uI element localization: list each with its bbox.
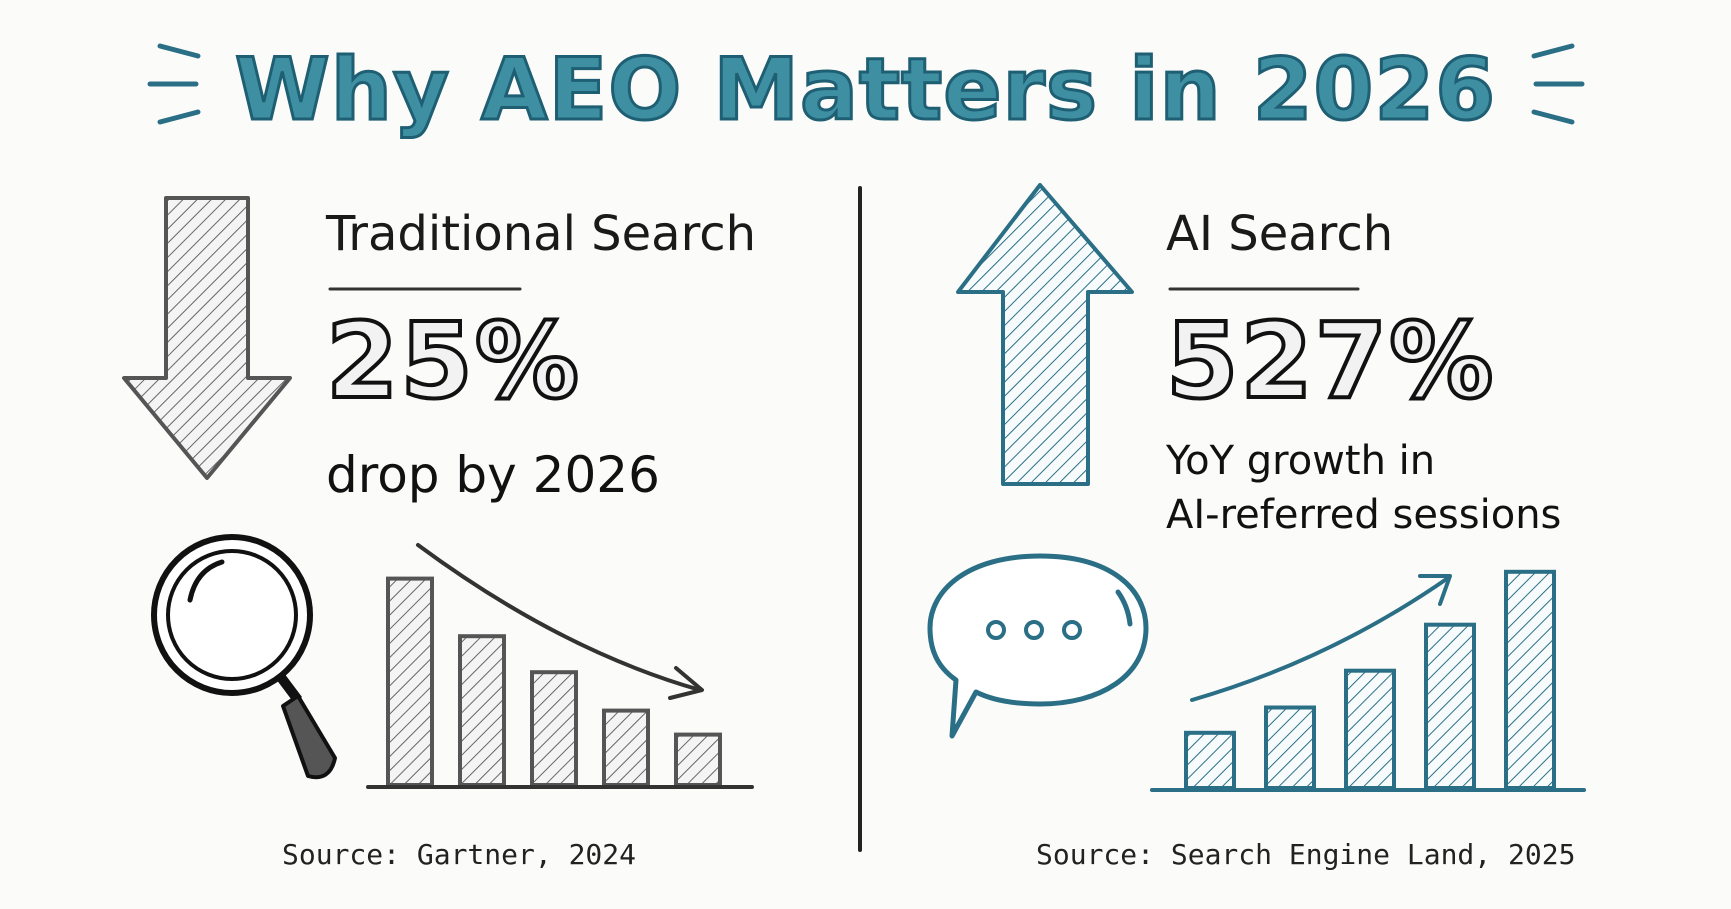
right-source: Source: Search Engine Land, 2025	[1036, 838, 1576, 871]
left-heading: Traditional Search	[326, 206, 757, 262]
chat-bubble-icon	[927, 553, 1149, 739]
right-bar-1	[1184, 730, 1236, 790]
page-title: Why AEO Matters in 2026	[233, 39, 1497, 142]
left-bar-5	[674, 732, 722, 787]
declining-bars-icon	[386, 576, 722, 788]
right-trend-arrowhead	[1418, 574, 1452, 606]
left-caption: drop by 2026	[326, 446, 660, 504]
left-bar-1	[386, 576, 434, 787]
right-bar-3	[1344, 668, 1396, 791]
left-source: Source: Gartner, 2024	[282, 838, 637, 871]
right-heading: AI Search	[1166, 206, 1394, 262]
left-bar-3	[530, 670, 578, 788]
magnifying-glass-icon	[151, 534, 337, 780]
right-bar-4	[1424, 622, 1476, 791]
right-caption-line2: AI-referred sessions	[1166, 492, 1562, 538]
title-decoration-right	[1531, 43, 1585, 125]
left-trend-arrow	[416, 543, 702, 692]
left-bar-2	[458, 634, 506, 788]
right-bar-2	[1264, 705, 1316, 790]
down-arrow-icon	[122, 196, 292, 480]
right-caption-line1: YoY growth in	[1166, 438, 1436, 484]
title-decoration-left	[147, 43, 201, 125]
left-stat: 25%	[324, 298, 581, 424]
right-trend-arrow	[1190, 576, 1450, 702]
right-bar-5	[1504, 569, 1556, 790]
left-trend-arrowhead	[668, 666, 704, 700]
left-bar-4	[602, 708, 650, 787]
rising-bars-icon	[1184, 569, 1556, 791]
up-arrow-icon	[956, 183, 1134, 486]
right-stat: 527%	[1164, 298, 1496, 424]
